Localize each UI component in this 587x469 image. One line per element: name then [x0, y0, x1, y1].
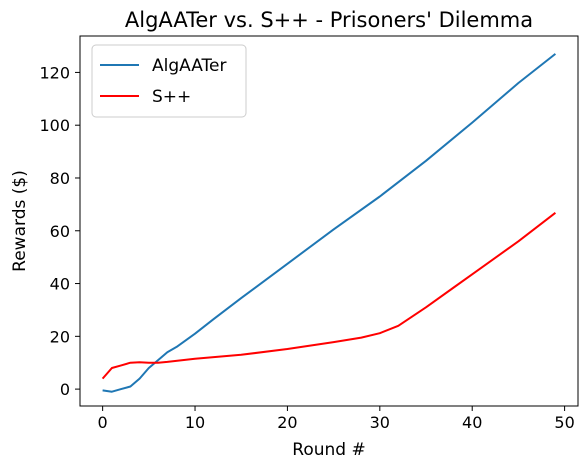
series-layer [101, 53, 557, 393]
y-axis-label: Rewards ($) [10, 170, 30, 272]
y-tick-label: 40 [50, 275, 70, 294]
legend-label: S++ [152, 87, 191, 107]
y-axis: 0 20 40 60 80 100 120 [39, 63, 80, 399]
legend: AlgAATer S++ [91, 44, 247, 118]
y-tick-label: 100 [39, 116, 70, 135]
plot-area [79, 35, 579, 407]
legend-box [91, 44, 247, 118]
x-axis-label: Round # [292, 440, 365, 460]
series-line-algaater [102, 53, 557, 393]
legend-label: AlgAATer [152, 56, 227, 76]
series-line-s- [101, 212, 557, 380]
y-tick-label: 80 [50, 169, 70, 188]
x-tick-label: 40 [462, 413, 482, 432]
y-tick-label: 60 [50, 222, 70, 241]
y-tick-label: 20 [50, 327, 70, 346]
x-axis: 0 10 20 30 40 50 [98, 406, 575, 432]
y-tick-label: 120 [39, 63, 70, 82]
chart-title: AlgAATer vs. S++ - Prisoners' Dilemma [125, 8, 533, 32]
x-tick-label: 10 [185, 413, 205, 432]
x-tick-label: 0 [98, 413, 108, 432]
x-tick-label: 30 [370, 413, 390, 432]
x-tick-label: 20 [277, 413, 297, 432]
x-tick-label: 50 [554, 413, 574, 432]
y-tick-label: 0 [60, 380, 70, 399]
